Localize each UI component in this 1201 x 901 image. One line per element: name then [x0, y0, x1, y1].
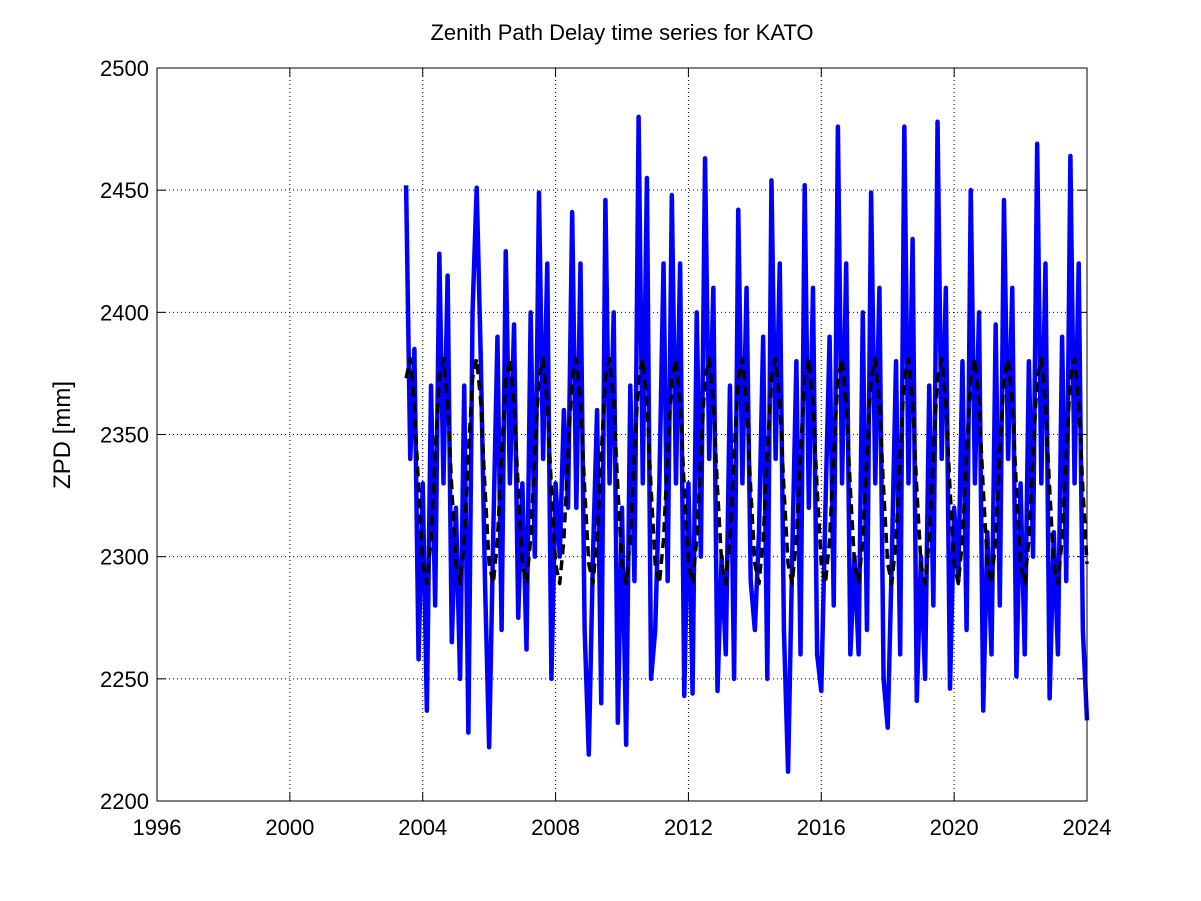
- x-tick-label: 2000: [265, 815, 314, 840]
- y-axis-label: ZPD [mm]: [49, 381, 76, 489]
- x-tick-label: 2024: [1063, 815, 1112, 840]
- x-tick-label: 2004: [398, 815, 447, 840]
- data-line: [404, 357, 1089, 586]
- y-tick-label: 2250: [100, 667, 149, 692]
- chart-title: Zenith Path Delay time series for KATO: [430, 20, 813, 45]
- x-tick-label: 2016: [797, 815, 846, 840]
- y-tick-label: 2400: [100, 300, 149, 325]
- plot-frame: [156, 67, 1088, 802]
- x-tick-label: 2012: [664, 815, 713, 840]
- y-tick-label: 2450: [100, 178, 149, 203]
- y-tick-label: 2500: [100, 56, 149, 81]
- y-tick-label: 2300: [100, 545, 149, 570]
- x-tick-label: 2020: [930, 815, 979, 840]
- y-tick-label: 2350: [100, 423, 149, 448]
- x-tick-label: 2008: [531, 815, 580, 840]
- x-tick-label: 1996: [133, 815, 182, 840]
- y-tick-label: 2200: [100, 789, 149, 814]
- data-line: [403, 114, 1090, 774]
